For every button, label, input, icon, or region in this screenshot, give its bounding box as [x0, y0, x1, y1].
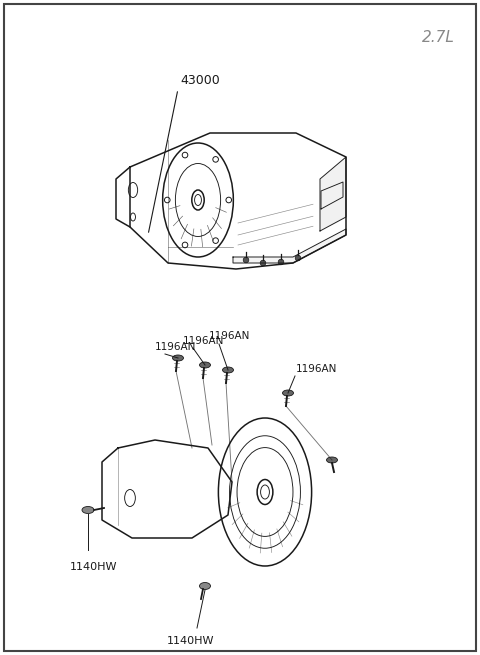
Text: 1196AN: 1196AN — [209, 331, 251, 341]
Circle shape — [213, 238, 218, 244]
Ellipse shape — [82, 506, 94, 514]
Polygon shape — [233, 229, 346, 263]
Circle shape — [213, 157, 218, 162]
Circle shape — [295, 255, 301, 261]
Text: 1196AN: 1196AN — [155, 342, 196, 352]
Text: 1196AN: 1196AN — [183, 336, 224, 346]
Ellipse shape — [200, 582, 211, 590]
Ellipse shape — [283, 390, 293, 396]
Ellipse shape — [200, 362, 211, 368]
Circle shape — [226, 197, 231, 203]
Circle shape — [165, 197, 170, 203]
Circle shape — [243, 257, 249, 263]
Text: 1140HW: 1140HW — [70, 562, 118, 572]
Circle shape — [182, 152, 188, 158]
Ellipse shape — [326, 457, 337, 463]
Text: 1140HW: 1140HW — [167, 636, 215, 646]
Circle shape — [278, 259, 284, 265]
Text: 2.7L: 2.7L — [422, 30, 455, 45]
Text: 1196AN: 1196AN — [296, 364, 337, 374]
Polygon shape — [320, 157, 346, 231]
Ellipse shape — [172, 355, 183, 361]
Text: 43000: 43000 — [180, 74, 220, 87]
Circle shape — [260, 260, 266, 266]
Circle shape — [182, 242, 188, 248]
Ellipse shape — [223, 367, 233, 373]
